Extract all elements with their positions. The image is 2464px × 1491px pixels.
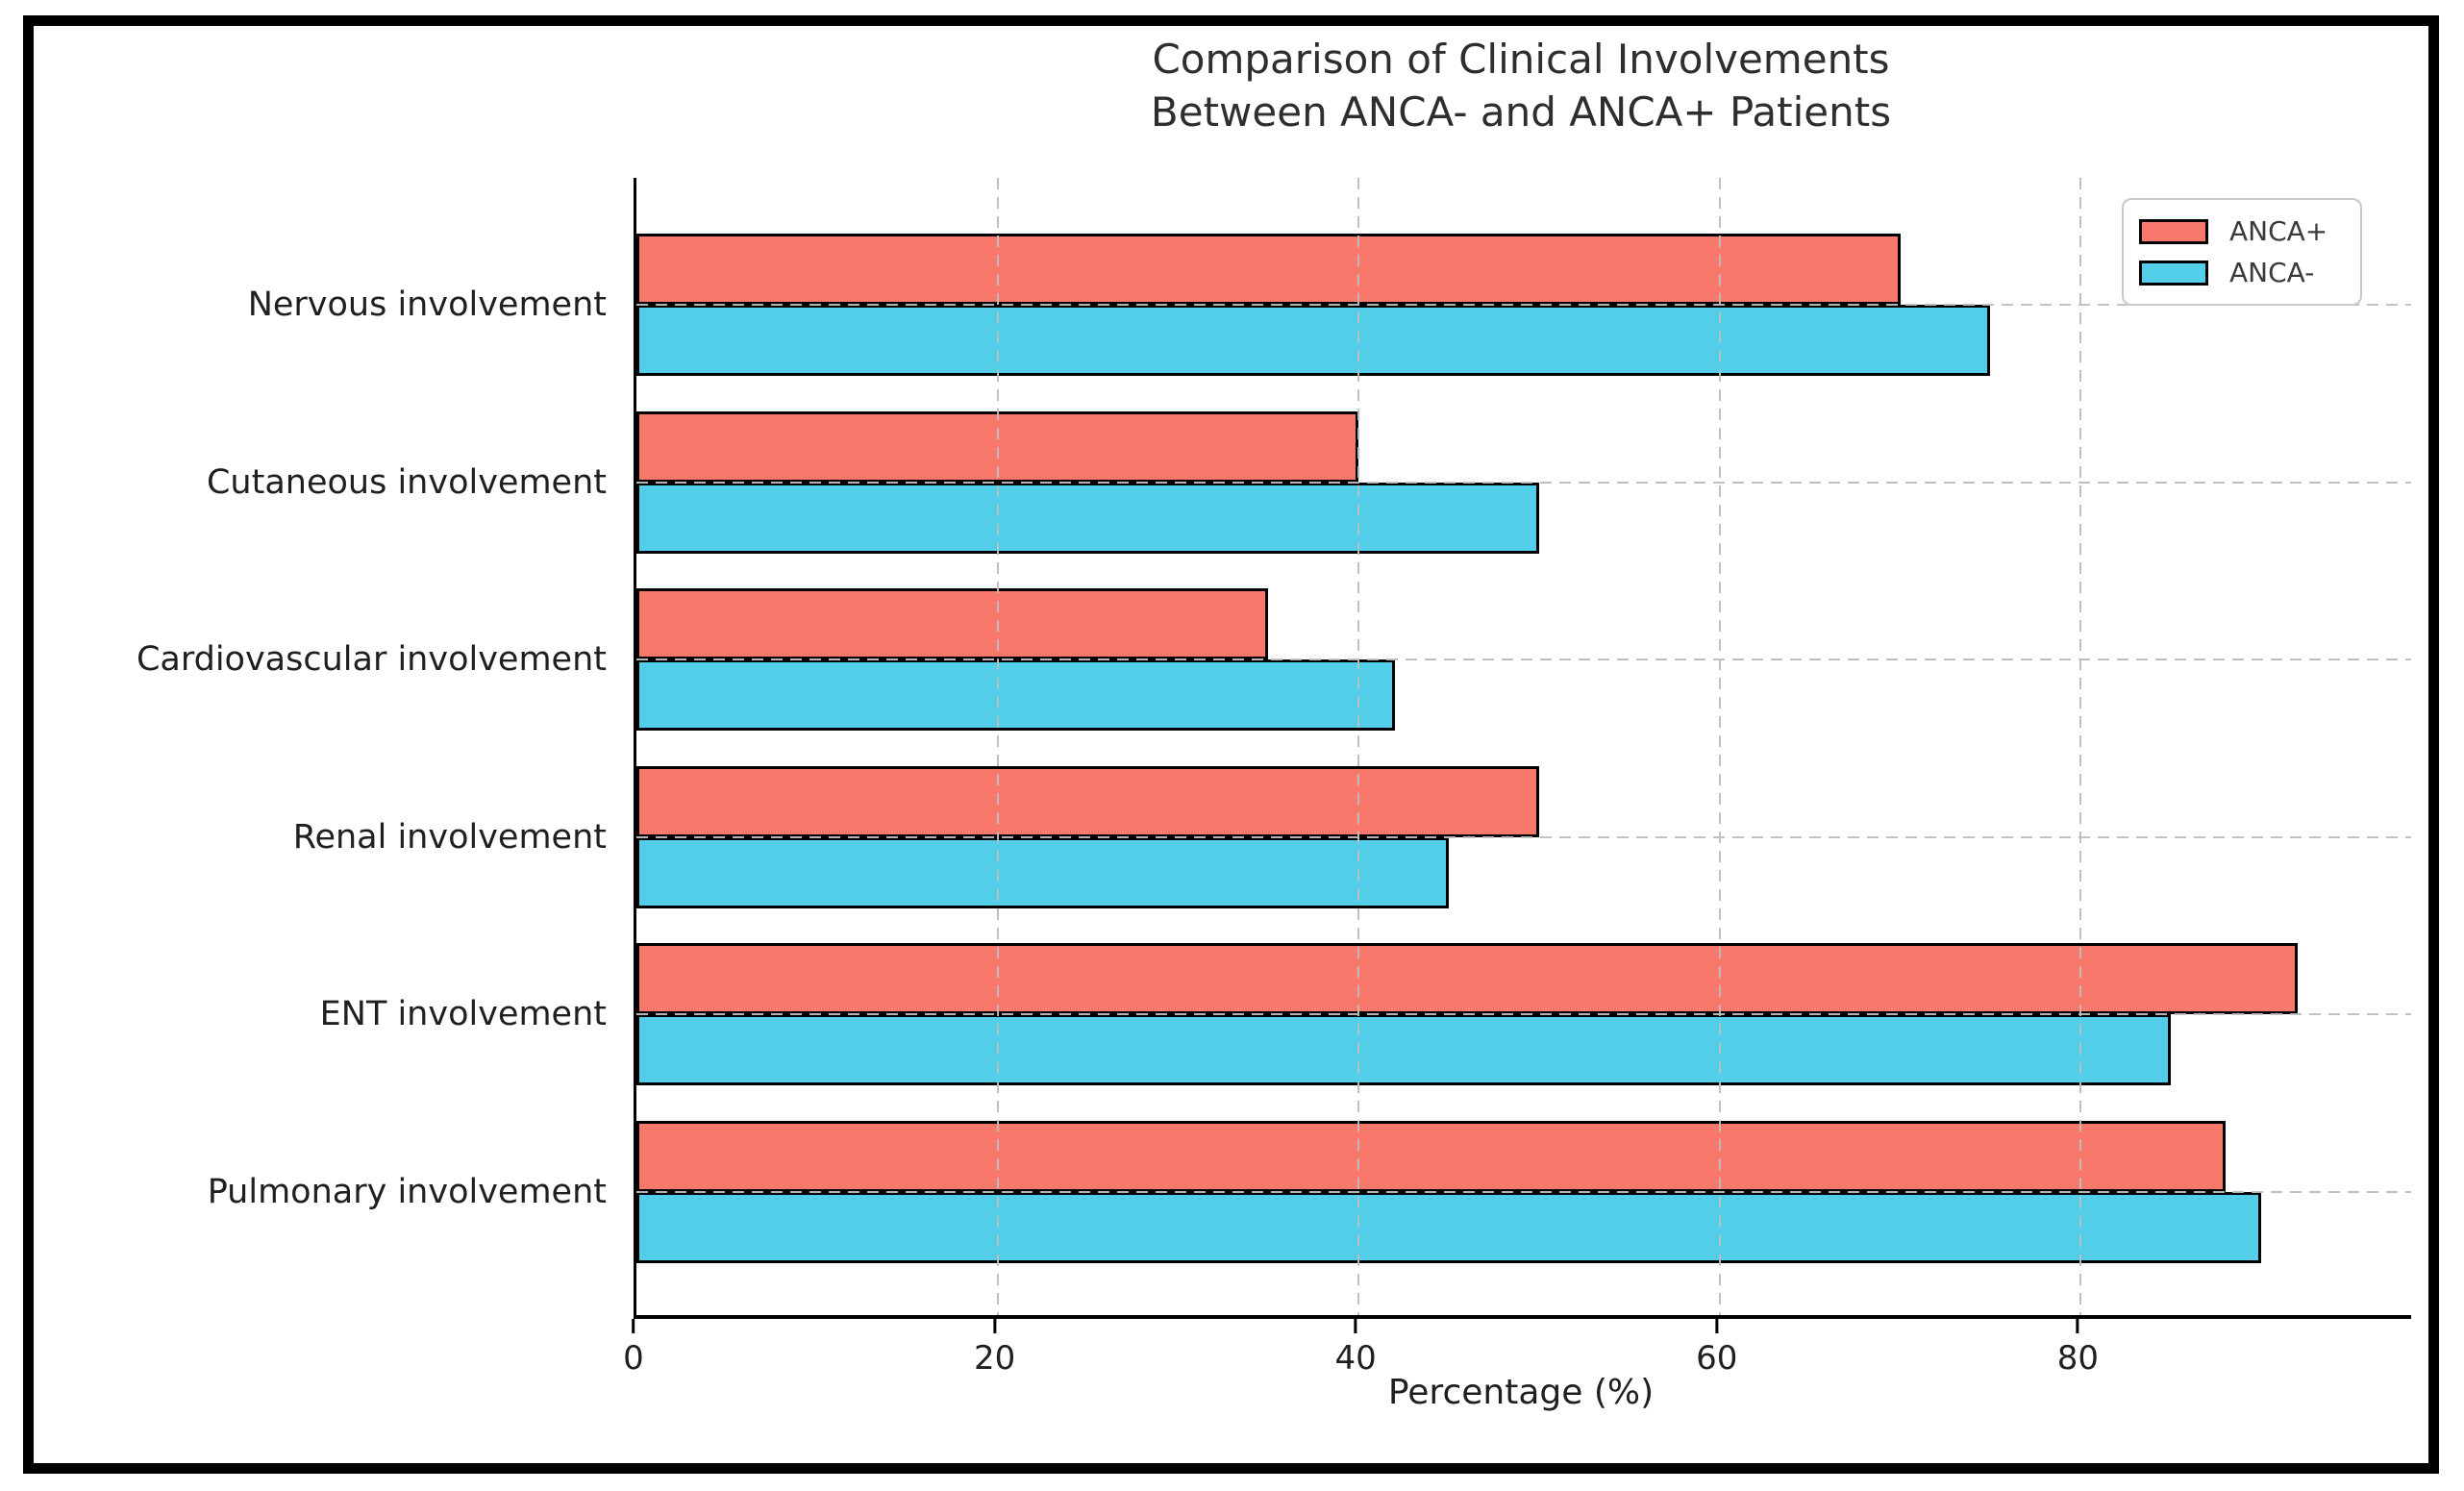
bar-ancaminus-ent-involvement (636, 1014, 2172, 1086)
bar-group-cutaneous-involvement (636, 394, 2411, 572)
x-tick-mark (1354, 1319, 1357, 1333)
y-axis-label-renal-involvement: Renal involvement (292, 817, 607, 857)
x-tick-label: 60 (1696, 1339, 1738, 1378)
x-tick-60: 60 (1696, 1319, 1737, 1378)
x-tick-label: 40 (1334, 1339, 1377, 1378)
chart-title-line2: Between ANCA- and ANCA+ Patients (1150, 88, 1892, 137)
x-axis-title: Percentage (%) (1387, 1373, 1655, 1412)
bar-ancaminus-cardiovascular-involvement (636, 659, 1395, 732)
bar-ancaminus-nervous-involvement (636, 305, 1991, 377)
chart-title: Comparison of Clinical Involvements Betw… (634, 33, 2408, 139)
bar-ancaplus-nervous-involvement (636, 234, 1901, 306)
legend-label-ancaplus: ANCA+ (2229, 215, 2328, 247)
x-tick-20: 20 (974, 1319, 1015, 1378)
bar-ancaplus-pulmonary-involvement (636, 1120, 2226, 1192)
bar-ancaminus-pulmonary-involvement (636, 1191, 2262, 1263)
x-tick-40: 40 (1335, 1319, 1377, 1378)
x-tick-mark (632, 1319, 635, 1333)
x-axis: 0 20 40 60 80 (623, 1319, 2408, 1396)
x-tick-mark (993, 1319, 997, 1333)
bar-ancaminus-cutaneous-involvement (636, 482, 1539, 554)
bar-ancaplus-ent-involvement (636, 943, 2298, 1015)
bar-group-cardiovascular-involvement (636, 571, 2411, 749)
legend: ANCA+ ANCA- (2122, 198, 2362, 306)
bar-group-pulmonary-involvement (636, 1104, 2411, 1281)
legend-label-ancaminus: ANCA- (2229, 257, 2315, 288)
bar-rows (636, 178, 2411, 1315)
x-tick-label: 80 (2056, 1339, 2099, 1378)
x-tick-label: 20 (973, 1339, 1016, 1378)
bar-ancaminus-renal-involvement (636, 836, 1450, 908)
x-tick-0: 0 (623, 1319, 644, 1378)
y-axis-label-pulmonary-involvement: Pulmonary involvement (207, 1172, 607, 1211)
bar-ancaplus-renal-involvement (636, 765, 1539, 837)
x-tick-mark (1715, 1319, 1719, 1333)
x-tick-label: 0 (623, 1339, 644, 1378)
y-axis-label-cardiovascular-involvement: Cardiovascular involvement (136, 640, 607, 680)
bar-group-ent-involvement (636, 926, 2411, 1104)
y-axis-label-cutaneous-involvement: Cutaneous involvement (206, 462, 607, 502)
legend-item-ancaplus: ANCA+ (2139, 215, 2345, 247)
x-tick-mark (2076, 1319, 2079, 1333)
legend-item-ancaminus: ANCA- (2139, 257, 2345, 288)
bar-group-nervous-involvement (636, 216, 2411, 394)
plot-area (634, 178, 2411, 1319)
y-axis-label-nervous-involvement: Nervous involvement (247, 286, 607, 325)
bar-group-renal-involvement (636, 749, 2411, 927)
y-axis-labels: Nervous involvement Cutaneous involvement… (0, 178, 620, 1315)
legend-swatch-ancaplus (2139, 218, 2208, 244)
legend-swatch-ancaminus (2139, 260, 2208, 286)
x-tick-80: 80 (2057, 1319, 2099, 1378)
bar-ancaplus-cutaneous-involvement (636, 410, 1359, 483)
chart-title-line1: Comparison of Clinical Involvements (1152, 36, 1890, 83)
bar-ancaplus-cardiovascular-involvement (636, 588, 1269, 660)
y-axis-label-ent-involvement: ENT involvement (319, 995, 607, 1034)
